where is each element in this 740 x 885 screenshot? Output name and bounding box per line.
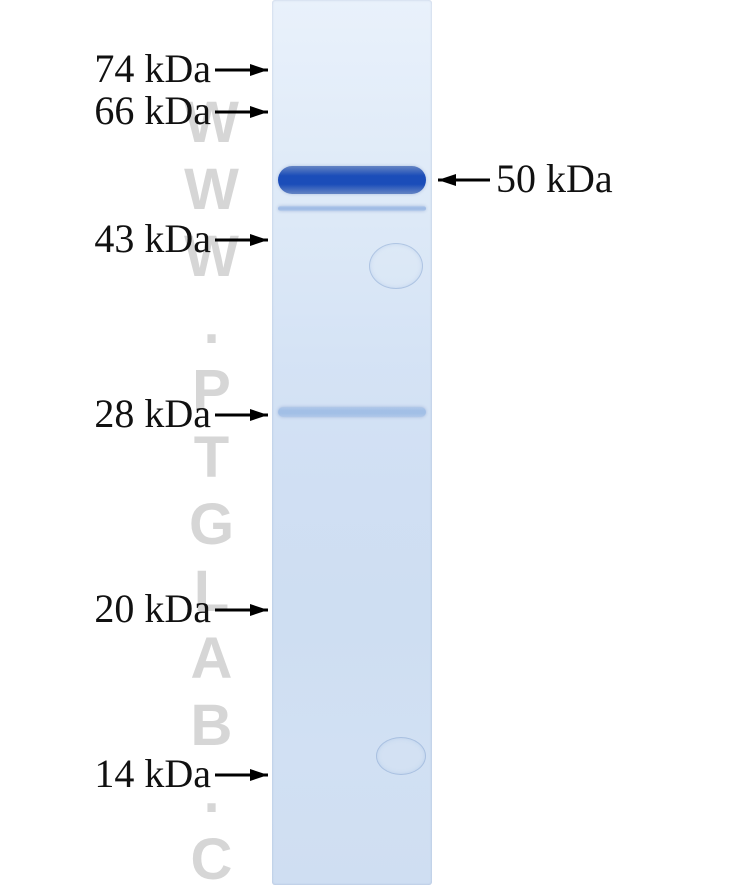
- marker-label: 43 kDa: [94, 215, 211, 262]
- labels-layer: 74 kDa66 kDa 43 kDa 28 kDa 20 kDa 14 kDa 50 k…: [0, 0, 740, 885]
- marker-label: 66 kDa: [94, 87, 211, 134]
- gel-figure: WWW.PTGLAB.COM 74 kDa66 kDa43 kDa28 kDa2…: [0, 0, 740, 885]
- marker-label: 14 kDa: [94, 750, 211, 797]
- marker-label: 74 kDa: [94, 45, 211, 92]
- result-label: 50 kDa: [496, 155, 613, 202]
- marker-label: 20 kDa: [94, 585, 211, 632]
- marker-label: 28 kDa: [94, 390, 211, 437]
